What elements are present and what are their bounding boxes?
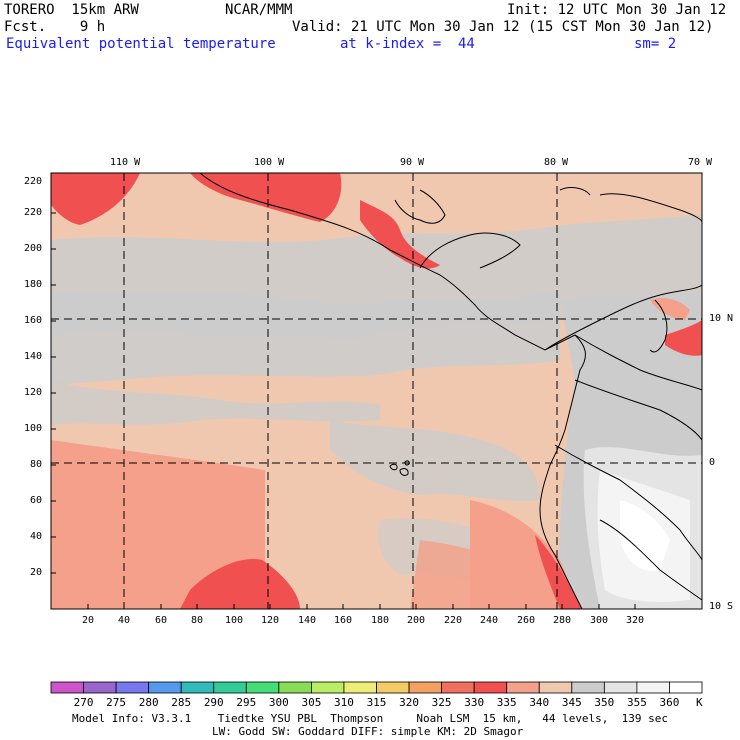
x-tick-label: 120 (261, 615, 280, 626)
organization: NCAR/MMM (225, 2, 293, 18)
forecast-hour: Fcst. 9 h (4, 19, 106, 35)
colorbar-label: 330 (464, 696, 485, 709)
x-tick-label: 160 (334, 615, 353, 626)
y-tick-label: 80 (30, 459, 43, 470)
colorbar-label: 335 (496, 696, 517, 709)
lat-lon-grid (51, 173, 702, 609)
x-tick-label: 100 (225, 615, 244, 626)
y-tick-label: 40 (30, 531, 43, 542)
x-tick-label: 80 (191, 615, 204, 626)
y-tick-label: 220 (24, 207, 43, 218)
x-tick-label: 200 (407, 615, 426, 626)
colorbar-swatch (408, 681, 442, 694)
lat-label-0: 0 (709, 457, 716, 468)
colorbar-label: 305 (301, 696, 322, 709)
y-tick-label: 180 (24, 279, 43, 290)
colorbar-label: 280 (138, 696, 159, 709)
x-tick-label: 280 (553, 615, 572, 626)
colorbar-label: 275 (106, 696, 127, 709)
colorbar-label: 300 (268, 696, 289, 709)
colorbar-swatch (245, 681, 280, 694)
x-tick-label: 40 (118, 615, 131, 626)
field-name: Equivalent potential temperature (6, 36, 276, 52)
colorbar-swatch (506, 681, 540, 694)
colorbar-label: 325 (431, 696, 452, 709)
colorbar-label: 295 (236, 696, 257, 709)
colorbar-label: 355 (626, 696, 647, 709)
x-tick-label: 220 (444, 615, 463, 626)
level-index: at k-index = 44 (340, 36, 475, 52)
lon-label-90w: 90 W (400, 157, 425, 168)
map-frame (50, 172, 703, 610)
colorbar-swatch (115, 681, 150, 694)
colorbar-swatch (83, 681, 117, 694)
lon-label-80w: 80 W (544, 157, 569, 168)
colorbar-swatch (310, 681, 345, 694)
coastlines (199, 173, 702, 609)
colorbar-label: 310 (334, 696, 354, 709)
colorbar-swatch (538, 681, 573, 694)
x-tick-label: 320 (626, 615, 645, 626)
colorbar-swatch (376, 681, 410, 694)
y-tick-label: 200 (24, 243, 43, 254)
init-time: Init: 12 UTC Mon 30 Jan 12 (507, 2, 727, 18)
colorbar-label: 320 (399, 696, 419, 709)
colorbar-label: 270 (73, 696, 94, 709)
lat-label-10n: 10 N (709, 313, 734, 324)
y-tick-label: 160 (24, 315, 43, 326)
x-tick-label: 140 (298, 615, 317, 626)
y-tick-label: 20 (30, 567, 43, 578)
colorbar-label: 345 (561, 696, 582, 709)
colorbar-swatch (180, 681, 215, 694)
physics-info: LW: Godd SW: Goddard DIFF: simple KM: 2D… (212, 725, 524, 738)
temperature-field (51, 173, 702, 609)
colorbar-swatch (669, 681, 703, 694)
colorbar-swatch (148, 681, 182, 694)
colorbar-label: 290 (203, 696, 224, 709)
y-tick-label: 60 (30, 495, 43, 506)
colorbar-label: 285 (171, 696, 192, 709)
smoothing: sm= 2 (634, 36, 677, 52)
y-tick-label: 120 (24, 387, 43, 398)
colorbar-unit: K (696, 696, 703, 709)
model-info: Model Info: V3.3.1 Tiedtke YSU PBL Thomp… (72, 712, 669, 725)
valid-time: Valid: 21 UTC Mon 30 Jan 12 (15 CST Mon … (292, 19, 714, 35)
lat-label-10s: 10 S (709, 601, 734, 612)
lon-label-110w: 110 W (110, 157, 141, 168)
x-tick-label: 240 (480, 615, 499, 626)
colorbar-swatch (473, 681, 508, 694)
colorbar-swatch (441, 681, 475, 694)
colorbar-swatch (278, 681, 312, 694)
lon-label-100w: 100 W (254, 157, 285, 168)
lon-label-70w: 70 W (688, 157, 713, 168)
y-tick-label: 220 (24, 176, 43, 187)
colorbar-swatch (50, 681, 84, 694)
model-name: TORERO 15km ARW (4, 2, 139, 18)
colorbar-swatch (603, 681, 638, 694)
x-tick-label: 300 (590, 615, 609, 626)
colorbar-label: 360 (659, 696, 680, 709)
axis-ticks (51, 212, 636, 609)
colorbar-swatch (571, 681, 605, 694)
colorbar-swatch (343, 681, 377, 694)
colorbar-label: 350 (594, 696, 615, 709)
x-tick-label: 60 (155, 615, 168, 626)
colorbar-swatch (213, 681, 247, 694)
colorbar-label: 340 (529, 696, 550, 709)
y-tick-label: 140 (24, 351, 43, 362)
colorbar-label: 315 (366, 696, 387, 709)
colorbar-swatch (636, 681, 670, 694)
x-tick-label: 260 (517, 615, 536, 626)
x-tick-label: 180 (371, 615, 390, 626)
y-tick-label: 100 (24, 423, 43, 434)
colorbar (50, 681, 703, 694)
x-tick-label: 20 (82, 615, 95, 626)
